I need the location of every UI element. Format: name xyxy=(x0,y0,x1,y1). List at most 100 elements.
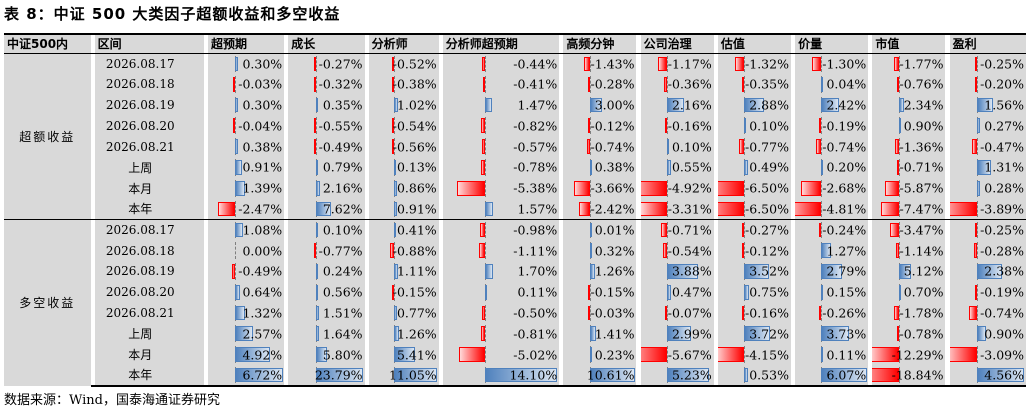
value-cell: 0.11% xyxy=(442,281,560,303)
column-gap xyxy=(203,156,208,178)
period-label: 上周 xyxy=(94,323,204,345)
positive-data-bar xyxy=(666,326,691,342)
header-gap xyxy=(636,33,641,54)
positive-data-bar xyxy=(977,118,980,134)
value-text: -5.38% xyxy=(513,180,558,196)
column-gap xyxy=(284,73,289,95)
positive-data-bar xyxy=(315,347,328,362)
value-text: -0.49% xyxy=(238,263,283,279)
positive-data-bar xyxy=(744,284,750,300)
zero-axis xyxy=(589,75,591,93)
value-cell: -2.47% xyxy=(207,198,285,220)
positive-data-bar xyxy=(589,159,592,175)
column-gap xyxy=(203,302,208,324)
column-gap xyxy=(203,53,208,74)
value-text: 0.90% xyxy=(984,326,1024,342)
value-cell: -0.76% xyxy=(872,73,946,95)
value-text: 1.70% xyxy=(517,263,558,279)
negative-data-bar xyxy=(391,56,394,71)
column-gap xyxy=(438,94,443,116)
value-text: -0.88% xyxy=(392,243,437,259)
value-text: -0.16% xyxy=(745,305,789,321)
column-gap xyxy=(790,94,796,116)
period-label: 2026.08.19 xyxy=(94,94,204,116)
header-gap xyxy=(559,33,564,54)
positive-data-bar xyxy=(315,201,331,216)
value-cell: -3.31% xyxy=(640,198,714,220)
value-text: 1.31% xyxy=(984,159,1024,175)
column-gap xyxy=(559,177,564,199)
value-text: 1.41% xyxy=(594,326,635,342)
column-gap xyxy=(636,73,641,95)
value-text: 0.53% xyxy=(749,367,789,383)
column-gap xyxy=(868,218,873,241)
column-gap xyxy=(90,364,95,387)
value-text: -0.12% xyxy=(745,243,789,259)
zero-axis xyxy=(898,304,900,322)
positive-data-bar xyxy=(821,243,831,258)
period-label: 2026.08.21 xyxy=(94,136,204,157)
column-gap xyxy=(438,115,443,137)
zero-axis xyxy=(744,179,746,197)
column-gap xyxy=(203,323,208,345)
zero-axis xyxy=(898,138,900,155)
value-text: -2.42% xyxy=(590,201,635,217)
zero-axis xyxy=(666,75,668,93)
table-row: 2026.08.21 1.32% 1.51% 0.77% -0.50% -0.03% -0.… xyxy=(4,302,1026,324)
value-text: -0.03% xyxy=(238,76,283,92)
value-text: -0.98% xyxy=(513,222,558,238)
value-text: -5.87% xyxy=(899,180,944,196)
positive-data-bar xyxy=(235,326,254,342)
value-cell: 0.23% xyxy=(563,344,637,365)
value-cell: 5.80% xyxy=(288,344,365,365)
zero-axis xyxy=(744,242,746,259)
positive-data-bar xyxy=(666,97,685,113)
negative-data-bar xyxy=(313,76,316,92)
column-gap xyxy=(364,323,369,345)
value-cell: 23.79% xyxy=(288,364,365,387)
header-gap xyxy=(438,33,443,54)
negative-data-bar xyxy=(218,201,236,216)
zero-axis xyxy=(744,138,746,155)
zero-axis xyxy=(744,304,746,322)
negative-data-bar xyxy=(313,118,316,134)
column-gap xyxy=(438,198,443,220)
value-cell: 0.90% xyxy=(949,323,1026,345)
value-text: 4.92% xyxy=(242,347,283,363)
positive-data-bar xyxy=(393,97,398,113)
column-gap xyxy=(203,115,208,137)
column-gap xyxy=(203,136,208,157)
value-cell: -18.84% xyxy=(872,364,946,387)
column-gap xyxy=(284,260,289,282)
value-text: 0.10% xyxy=(322,222,363,238)
zero-axis xyxy=(898,55,900,72)
column-gap xyxy=(559,364,564,387)
zero-axis xyxy=(821,117,823,135)
zero-axis xyxy=(484,221,486,239)
value-cell: 0.13% xyxy=(368,156,439,178)
negative-data-bar xyxy=(801,180,822,196)
value-text: -0.41% xyxy=(513,76,558,92)
value-cell: -1.11% xyxy=(442,240,560,261)
column-gap xyxy=(713,136,718,157)
value-text: 14.10% xyxy=(509,367,558,383)
column-gap xyxy=(945,323,950,345)
table-row: 本月 4.92% 5.80% 5.41% -5.02% 0.23% -5.67% -4.15%… xyxy=(4,344,1026,365)
value-cell: 11.05% xyxy=(368,364,439,387)
value-text: 0.24% xyxy=(322,263,363,279)
value-cell: 0.15% xyxy=(795,281,869,303)
positive-data-bar xyxy=(315,180,321,196)
value-text: -0.03% xyxy=(590,305,635,321)
value-text: 6.72% xyxy=(242,367,283,383)
column-gap xyxy=(90,302,95,324)
negative-data-bar xyxy=(895,139,899,154)
value-text: -3.09% xyxy=(980,347,1024,363)
value-text: -0.24% xyxy=(822,222,867,238)
value-text: 1.02% xyxy=(396,97,437,113)
value-text: -5.02% xyxy=(513,347,558,363)
header-cell: 区间 xyxy=(94,33,204,54)
column-gap xyxy=(790,53,796,74)
value-cell: -2.68% xyxy=(795,177,869,199)
header-gap xyxy=(790,33,796,54)
negative-data-bar xyxy=(459,347,485,362)
